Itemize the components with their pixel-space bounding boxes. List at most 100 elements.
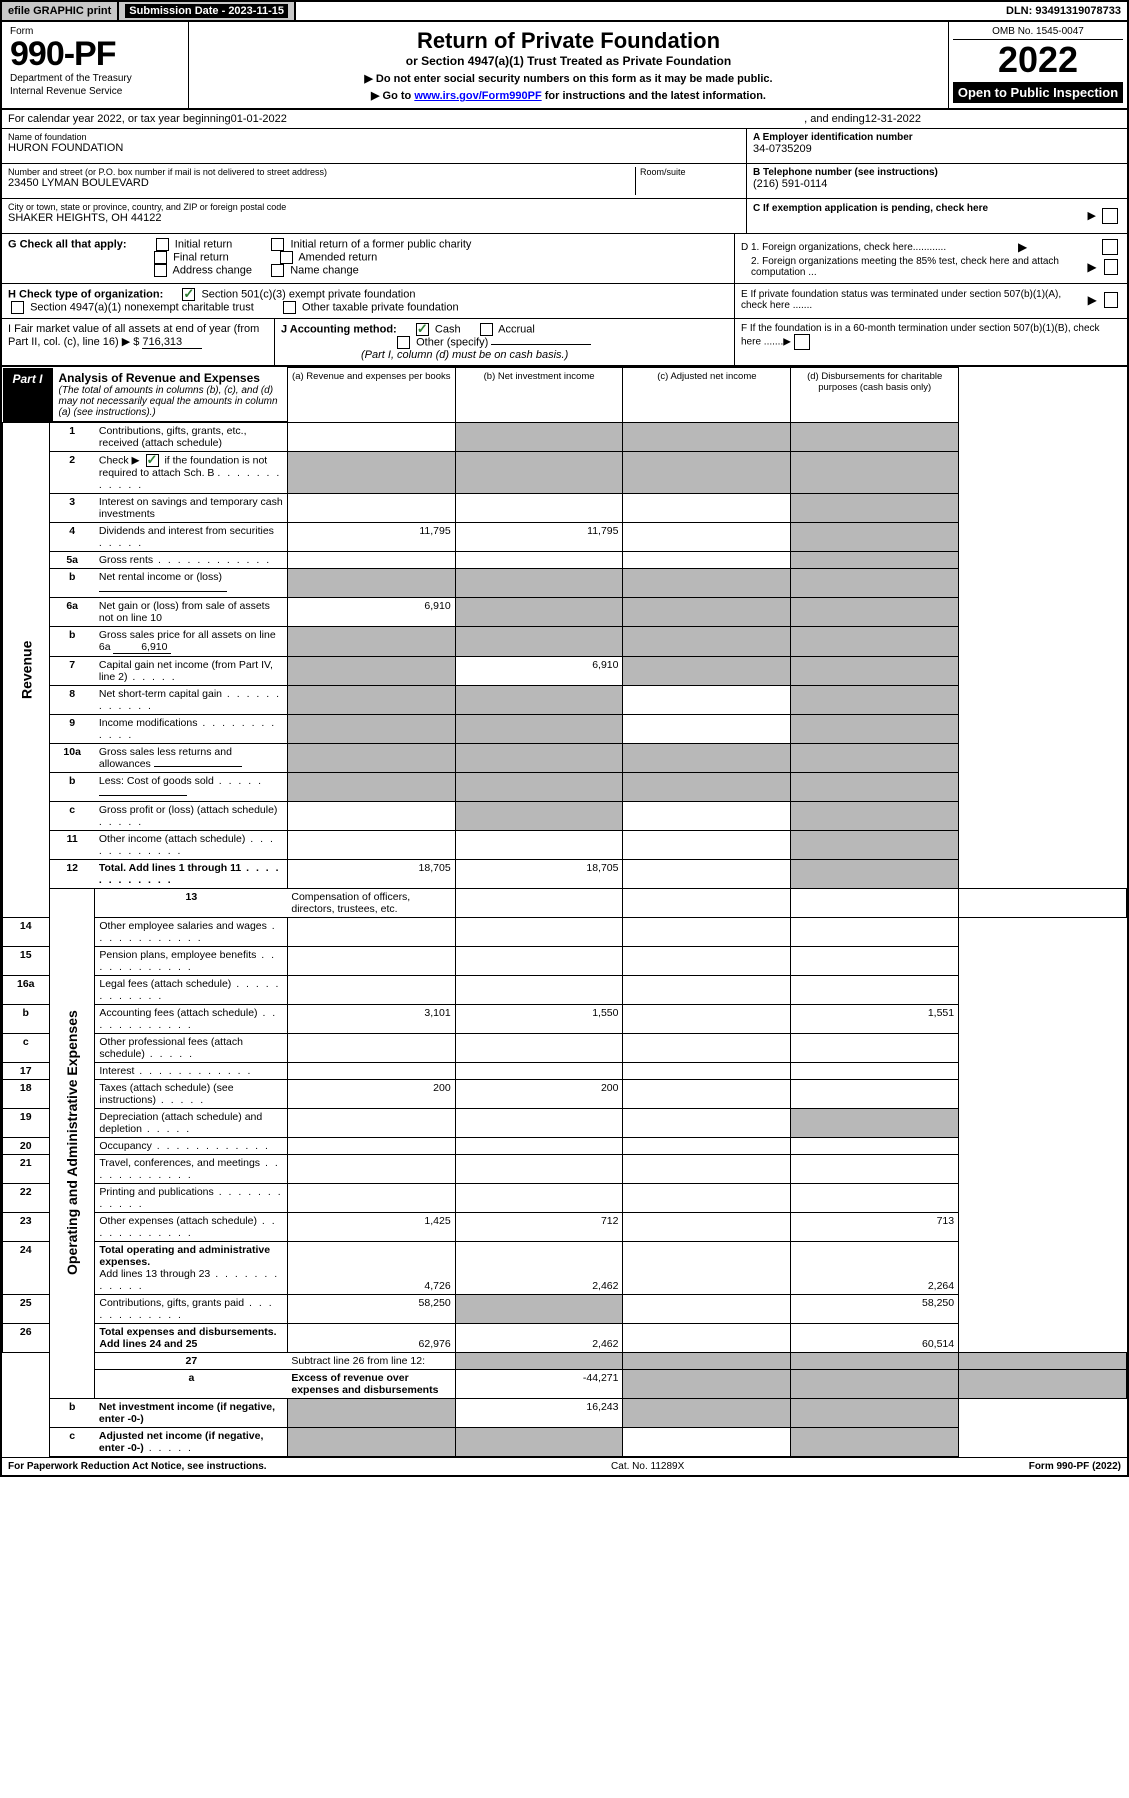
initial-former-checkbox[interactable] bbox=[271, 238, 284, 251]
row-16a: 16aLegal fees (attach schedule) bbox=[3, 975, 1127, 1004]
header-right: OMB No. 1545-0047 2022 Open to Public In… bbox=[949, 22, 1127, 108]
cash-checkbox[interactable] bbox=[416, 323, 429, 336]
section-ij-row: I Fair market value of all assets at end… bbox=[2, 319, 1127, 367]
col-b-header: (b) Net investment income bbox=[455, 368, 623, 423]
row-10b: bLess: Cost of goods sold bbox=[3, 772, 1127, 801]
row-7: 7Capital gain net income (from Part IV, … bbox=[3, 656, 1127, 685]
row-11: 11Other income (attach schedule) bbox=[3, 830, 1127, 859]
accrual-checkbox[interactable] bbox=[480, 323, 493, 336]
form-number: 990-PF bbox=[10, 37, 180, 71]
ein-value: 34-0735209 bbox=[753, 143, 1121, 155]
row-23: 23Other expenses (attach schedule)1,4257… bbox=[3, 1212, 1127, 1241]
final-return-checkbox[interactable] bbox=[154, 251, 167, 264]
form-container: efile GRAPHIC print Submission Date - 20… bbox=[0, 0, 1129, 1477]
efile-label[interactable]: efile GRAPHIC print bbox=[2, 2, 119, 20]
part1-label: Part I bbox=[3, 368, 53, 421]
calendar-year-row: For calendar year 2022, or tax year begi… bbox=[2, 110, 1127, 129]
part1-header-row: Part I Analysis of Revenue and Expenses … bbox=[3, 368, 1127, 423]
501c3-checkbox[interactable] bbox=[182, 288, 195, 301]
j-note: (Part I, column (d) must be on cash basi… bbox=[361, 349, 568, 361]
submission-date: Submission Date - 2023-11-15 bbox=[119, 2, 296, 20]
address-change-checkbox[interactable] bbox=[154, 264, 167, 277]
row-13: Operating and Administrative Expenses 13… bbox=[3, 888, 1127, 917]
d1-checkbox[interactable] bbox=[1102, 239, 1118, 255]
foundation-name: HURON FOUNDATION bbox=[8, 142, 740, 154]
form-header: Form 990-PF Department of the Treasury I… bbox=[2, 22, 1127, 110]
dept-label: Department of the Treasury bbox=[10, 73, 180, 84]
d-right: D 1. Foreign organizations, check here..… bbox=[735, 234, 1127, 283]
row-26: 26Total expenses and disbursements. Add … bbox=[3, 1323, 1127, 1352]
identity-block: Name of foundation HURON FOUNDATION Numb… bbox=[2, 129, 1127, 234]
f-checkbox[interactable] bbox=[794, 334, 810, 350]
form-subtitle: or Section 4947(a)(1) Trust Treated as P… bbox=[199, 54, 938, 68]
row-27b: bNet investment income (if negative, ent… bbox=[3, 1398, 1127, 1427]
row-20: 20Occupancy bbox=[3, 1137, 1127, 1154]
g-left: G Check all that apply: Initial return I… bbox=[2, 234, 735, 283]
col-a-header: (a) Revenue and expenses per books bbox=[287, 368, 455, 423]
row-6b: bGross sales price for all assets on lin… bbox=[3, 626, 1127, 656]
i-block: I Fair market value of all assets at end… bbox=[2, 319, 275, 365]
row-18: 18Taxes (attach schedule) (see instructi… bbox=[3, 1079, 1127, 1108]
section-g-row: G Check all that apply: Initial return I… bbox=[2, 234, 1127, 284]
e-checkbox[interactable] bbox=[1104, 292, 1118, 308]
telephone-value: (216) 591-0114 bbox=[753, 178, 1121, 190]
row-4: 4Dividends and interest from securities1… bbox=[3, 522, 1127, 551]
topbar: efile GRAPHIC print Submission Date - 20… bbox=[2, 2, 1127, 22]
open-public-badge: Open to Public Inspection bbox=[953, 82, 1123, 103]
footer-right: Form 990-PF (2022) bbox=[1029, 1461, 1121, 1472]
d2-checkbox[interactable] bbox=[1104, 259, 1118, 275]
footer-mid: Cat. No. 11289X bbox=[611, 1461, 684, 1472]
header-left: Form 990-PF Department of the Treasury I… bbox=[2, 22, 189, 108]
row-16c: cOther professional fees (attach schedul… bbox=[3, 1033, 1127, 1062]
city-row: City or town, state or province, country… bbox=[2, 199, 746, 233]
row-2: 2 Check ▶ if the foundation is not requi… bbox=[3, 451, 1127, 493]
dln-label: DLN: 93491319078733 bbox=[1000, 2, 1127, 20]
other-method-checkbox[interactable] bbox=[397, 336, 410, 349]
4947a1-checkbox[interactable] bbox=[11, 301, 24, 314]
name-change-checkbox[interactable] bbox=[271, 264, 284, 277]
row-10c: cGross profit or (loss) (attach schedule… bbox=[3, 801, 1127, 830]
row-8: 8Net short-term capital gain bbox=[3, 685, 1127, 714]
section-h-row: H Check type of organization: Section 50… bbox=[2, 284, 1127, 319]
fmv-value: 716,313 bbox=[142, 336, 202, 349]
row-19: 19Depreciation (attach schedule) and dep… bbox=[3, 1108, 1127, 1137]
h-left: H Check type of organization: Section 50… bbox=[2, 284, 735, 318]
telephone-row: B Telephone number (see instructions) (2… bbox=[747, 164, 1127, 199]
e-label: E If private foundation status was termi… bbox=[741, 289, 1084, 311]
row-6a: 6aNet gain or (loss) from sale of assets… bbox=[3, 597, 1127, 626]
row-5b: bNet rental income or (loss) bbox=[3, 568, 1127, 597]
row-9: 9Income modifications bbox=[3, 714, 1127, 743]
city-state-zip: SHAKER HEIGHTS, OH 44122 bbox=[8, 212, 740, 224]
row-21: 21Travel, conferences, and meetings bbox=[3, 1154, 1127, 1183]
irs-label: Internal Revenue Service bbox=[10, 86, 180, 97]
amended-return-checkbox[interactable] bbox=[280, 251, 293, 264]
schb-checkbox[interactable] bbox=[146, 454, 159, 467]
row-25: 25Contributions, gifts, grants paid58,25… bbox=[3, 1294, 1127, 1323]
row-27a: aExcess of revenue over expenses and dis… bbox=[3, 1369, 1127, 1398]
row-5a: 5aGross rents bbox=[3, 551, 1127, 568]
row-1: Revenue 1Contributions, gifts, grants, e… bbox=[3, 422, 1127, 451]
form-url-link[interactable]: www.irs.gov/Form990PF bbox=[414, 90, 541, 102]
initial-return-checkbox[interactable] bbox=[156, 238, 169, 251]
d1-label: D 1. Foreign organizations, check here..… bbox=[741, 242, 946, 253]
row-10a: 10aGross sales less returns and allowanc… bbox=[3, 743, 1127, 772]
row-12: 12Total. Add lines 1 through 1118,70518,… bbox=[3, 859, 1127, 888]
row-17: 17Interest bbox=[3, 1062, 1127, 1079]
topbar-spacer bbox=[296, 2, 1000, 20]
address-row: Number and street (or P.O. box number if… bbox=[2, 164, 746, 199]
expenses-side-label: Operating and Administrative Expenses bbox=[49, 888, 95, 1398]
note-url: ▶ Go to www.irs.gov/Form990PF for instru… bbox=[199, 89, 938, 102]
exemption-checkbox[interactable] bbox=[1102, 208, 1118, 224]
foundation-name-row: Name of foundation HURON FOUNDATION bbox=[2, 129, 746, 164]
part1-desc: Analysis of Revenue and Expenses (The to… bbox=[53, 368, 287, 421]
j-block: J Accounting method: Cash Accrual Other … bbox=[275, 319, 735, 365]
d2-label: 2. Foreign organizations meeting the 85%… bbox=[741, 256, 1083, 278]
row-14: 14Other employee salaries and wages bbox=[3, 917, 1127, 946]
page-footer: For Paperwork Reduction Act Notice, see … bbox=[2, 1457, 1127, 1475]
part1-table: Part I Analysis of Revenue and Expenses … bbox=[2, 367, 1127, 1457]
other-taxable-checkbox[interactable] bbox=[283, 301, 296, 314]
street-address: 23450 LYMAN BOULEVARD bbox=[8, 177, 635, 189]
f-block: F If the foundation is in a 60-month ter… bbox=[735, 319, 1127, 365]
row-24: 24Total operating and administrative exp… bbox=[3, 1241, 1127, 1294]
note-ssn: ▶ Do not enter social security numbers o… bbox=[199, 72, 938, 85]
